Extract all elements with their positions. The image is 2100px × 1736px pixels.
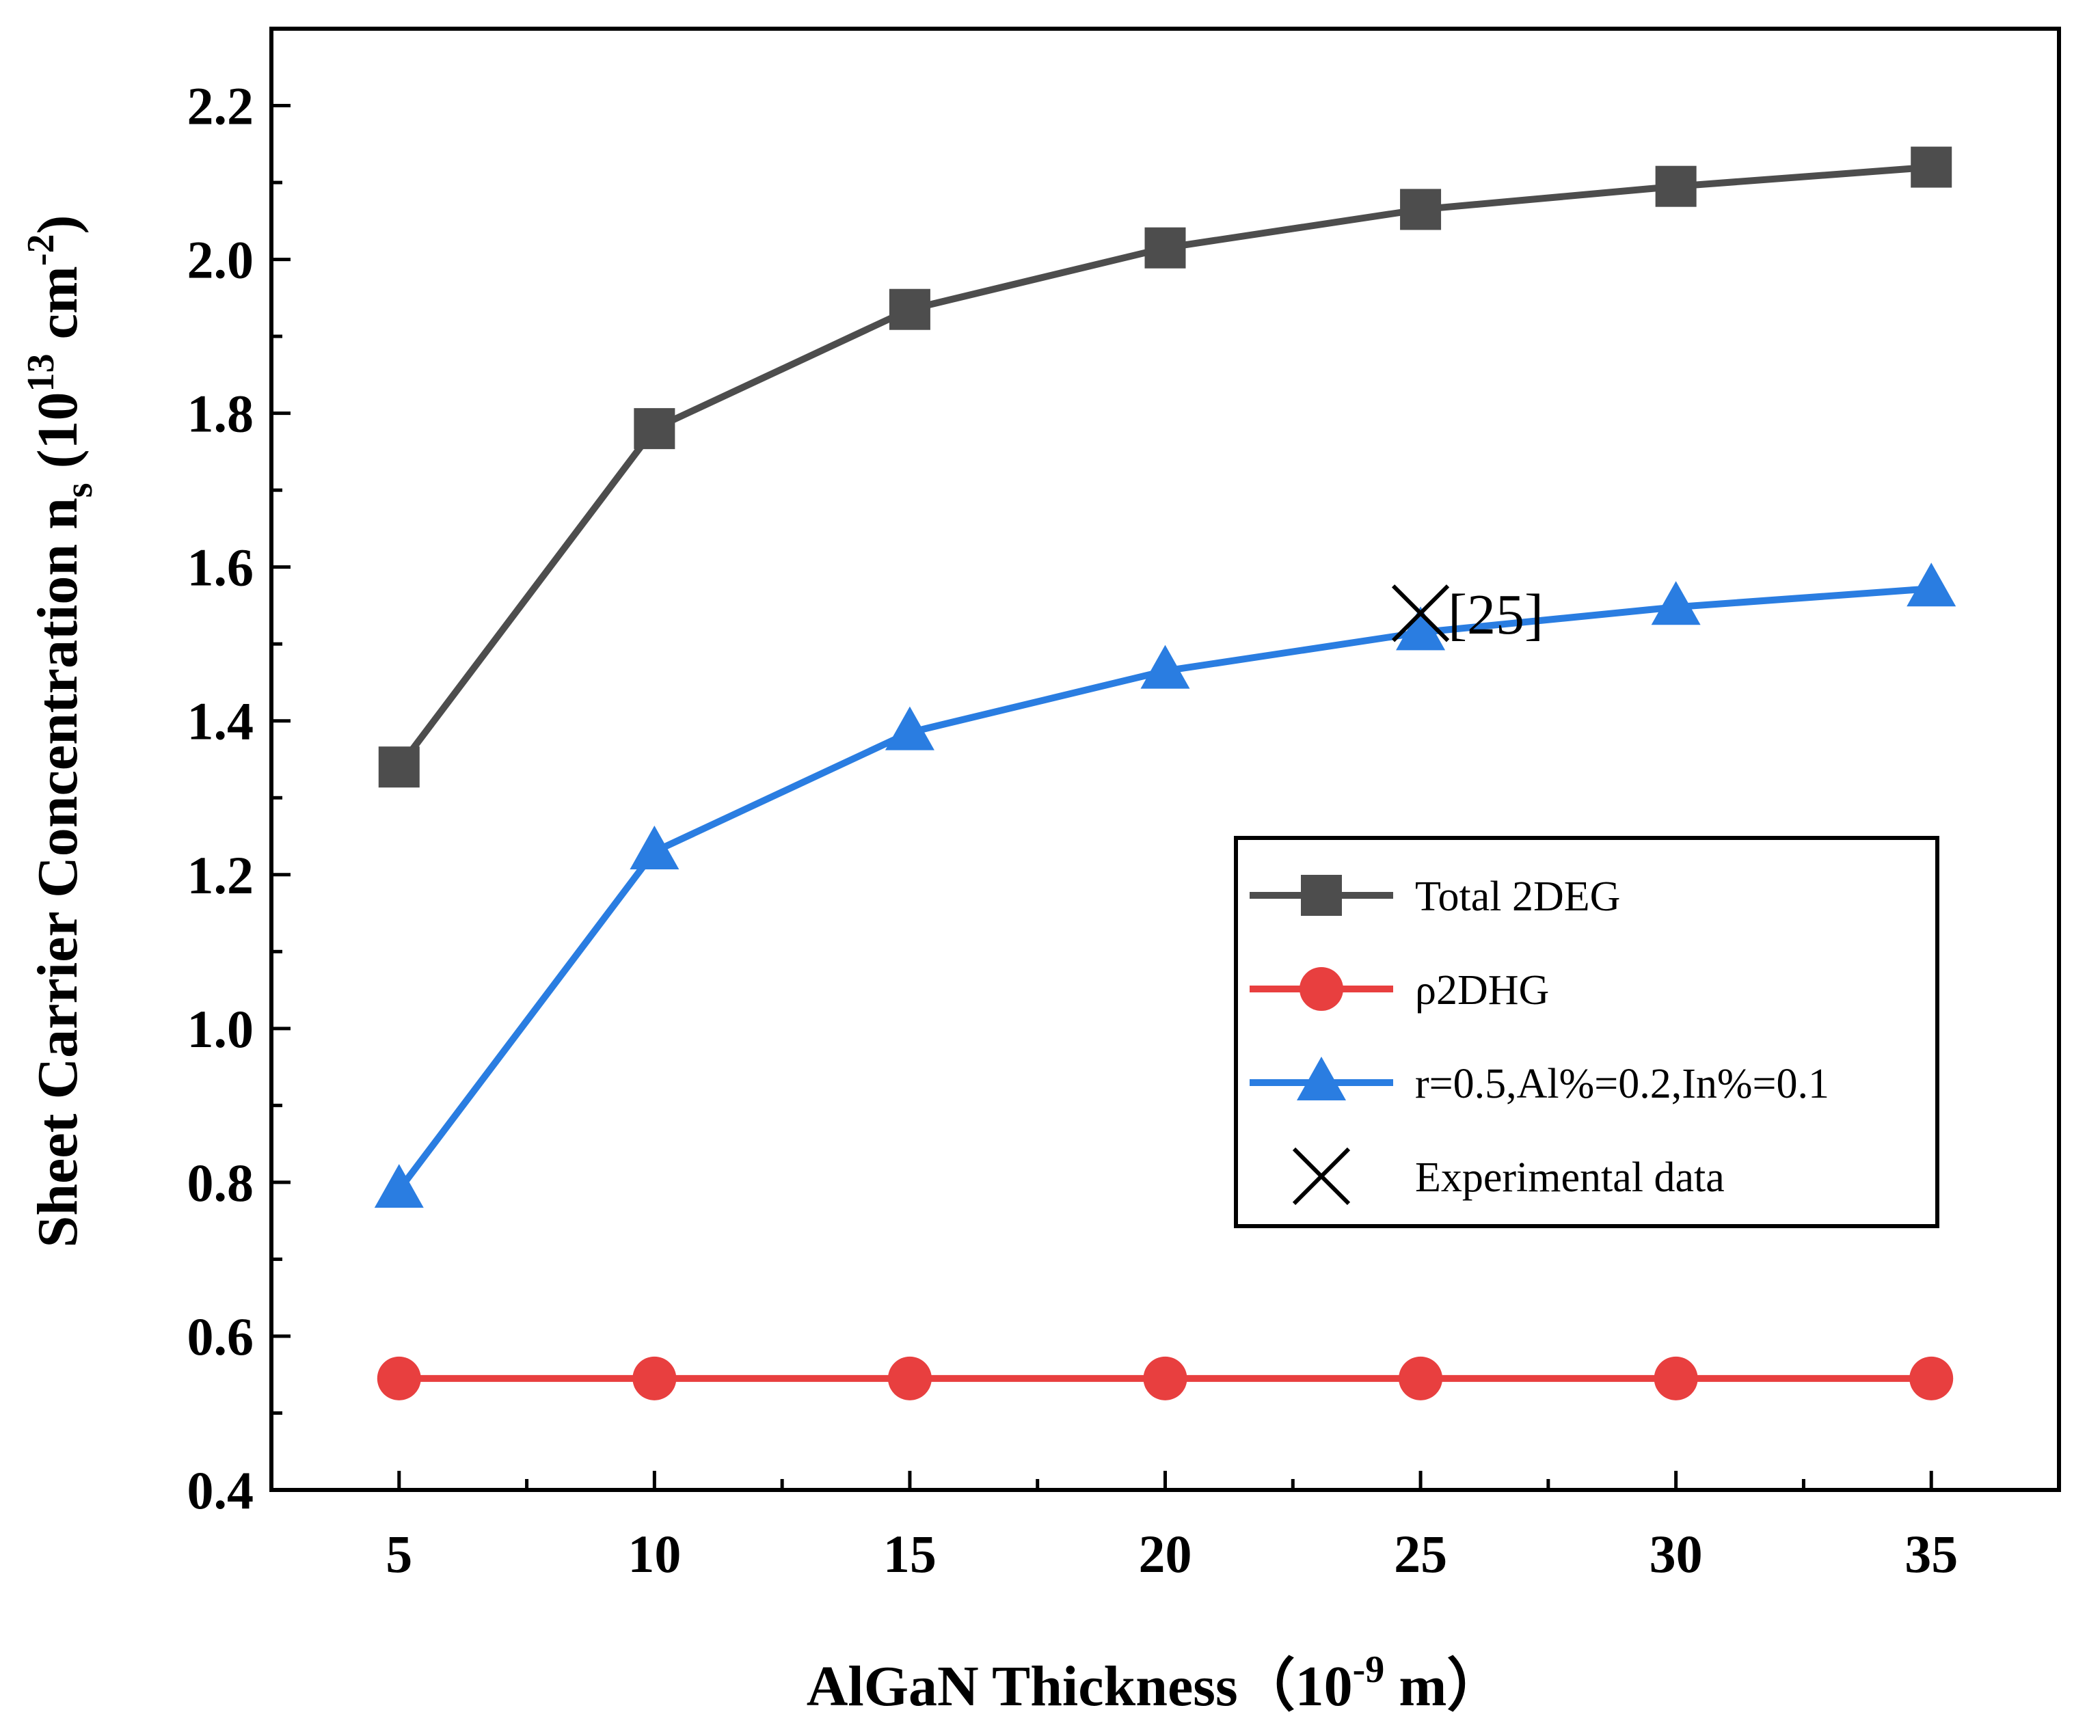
x-tick-label: 15 (883, 1524, 937, 1584)
experimental-data-point (1391, 584, 1450, 642)
legend-box (1234, 836, 1939, 1228)
data-point-total-2deg (1911, 146, 1952, 188)
plot-frame (269, 27, 2061, 1492)
data-point-rho-2dhg (1909, 1356, 1954, 1400)
y-tick-label: 2.2 (187, 77, 254, 136)
y-tick-label: 1.0 (187, 999, 254, 1059)
series-total-2deg (378, 146, 1952, 788)
legend-label: Experimental data (1415, 1154, 1725, 1201)
legend-label: ρ2DHG (1415, 967, 1549, 1014)
data-point-r05-al02-in01 (1396, 606, 1446, 651)
y-axis-title: Sheet Carrier Concentration ns (1013 cm-… (20, 215, 100, 1248)
series-layer: [25] (374, 146, 1956, 1400)
y-axis-title-main: Sheet Carrier Concentration n (26, 498, 90, 1247)
x-axis-title-exponent: -9 (1353, 1649, 1385, 1691)
data-point-rho-2dhg (632, 1356, 677, 1400)
data-point-total-2deg (889, 288, 930, 330)
data-point-r05-al02-in01 (1140, 645, 1190, 689)
y-tick-label: 2.0 (187, 230, 254, 290)
y-tick-label: 0.4 (187, 1461, 254, 1520)
data-point-total-2deg (1144, 227, 1186, 269)
x-axis-title: AlGaN Thickness（10-9 m） (807, 1649, 1505, 1718)
x-tick-label: 20 (1139, 1524, 1192, 1584)
legend-label: r=0.5,Al%=0.2,In%=0.1 (1415, 1061, 1829, 1107)
data-point-rho-2dhg (887, 1356, 932, 1400)
y-tick-label: 0.8 (187, 1153, 254, 1212)
data-point-total-2deg (1400, 189, 1442, 230)
legend-item-rho-2dhg: ρ2DHG (1250, 967, 1549, 1014)
legend-item-r05-al02-in01: r=0.5,Al%=0.2,In%=0.1 (1250, 1057, 1829, 1107)
legend-swatch-marker (1300, 967, 1343, 1011)
y-axis-title-subscript: s (58, 483, 100, 498)
y-axis-title-unit-exponent: -2 (20, 234, 62, 267)
data-point-r05-al02-in01 (1651, 581, 1701, 625)
data-point-rho-2dhg (1143, 1356, 1187, 1400)
data-point-r05-al02-in01 (374, 1164, 424, 1208)
x-axis-title-unit: m） (1384, 1655, 1504, 1718)
y-axis-title-open: (10 (26, 392, 90, 483)
data-point-total-2deg (634, 408, 675, 450)
experimental-data-label: [25] (1448, 583, 1544, 647)
y-axis-title-unit: cm (26, 266, 90, 353)
y-axis-title-exponent: 13 (20, 353, 62, 392)
series-rho-2dhg (377, 1356, 1954, 1400)
series-r05-al02-in01 (374, 562, 1956, 1208)
x-tick-label: 30 (1650, 1524, 1703, 1584)
y-tick-label: 1.2 (187, 845, 254, 905)
y-tick-label: 1.6 (187, 538, 254, 597)
data-point-total-2deg (1655, 165, 1697, 207)
y-tick-label: 1.8 (187, 384, 254, 444)
data-point-r05-al02-in01 (885, 706, 934, 750)
legend-item-total-2deg: Total 2DEG (1250, 873, 1620, 920)
x-axis-title-main: AlGaN Thickness（10 (807, 1655, 1353, 1718)
data-point-r05-al02-in01 (630, 826, 679, 870)
legend-label: Total 2DEG (1415, 873, 1620, 920)
data-point-r05-al02-in01 (1907, 562, 1956, 607)
x-tick-label: 25 (1394, 1524, 1447, 1584)
data-point-rho-2dhg (1399, 1356, 1443, 1400)
data-point-rho-2dhg (1654, 1356, 1698, 1400)
data-point-rho-2dhg (377, 1356, 421, 1400)
legend: Total 2DEG ρ2DHG r=0.5,Al%=0.2,In%=0.1 Expe… (1234, 836, 1939, 1228)
y-axis-title-close: ) (26, 215, 90, 234)
ticks-layer: 5 10 15 20 25 30 35 0.4 0.6 0.8 1.0 1.2 1.4 1.6 1.8 2.0… (187, 77, 1958, 1584)
legend-swatch-marker (1301, 875, 1342, 916)
x-tick-label: 10 (628, 1524, 681, 1584)
legend-item-experimental: Experimental data (1292, 1147, 1725, 1206)
x-tick-label: 35 (1904, 1524, 1958, 1584)
y-tick-label: 0.6 (187, 1307, 254, 1366)
legend-swatch-marker (1297, 1057, 1346, 1100)
legend-swatch-marker (1292, 1147, 1351, 1206)
y-tick-label: 1.4 (187, 692, 254, 751)
x-tick-label: 5 (386, 1524, 412, 1584)
data-point-total-2deg (378, 746, 420, 788)
